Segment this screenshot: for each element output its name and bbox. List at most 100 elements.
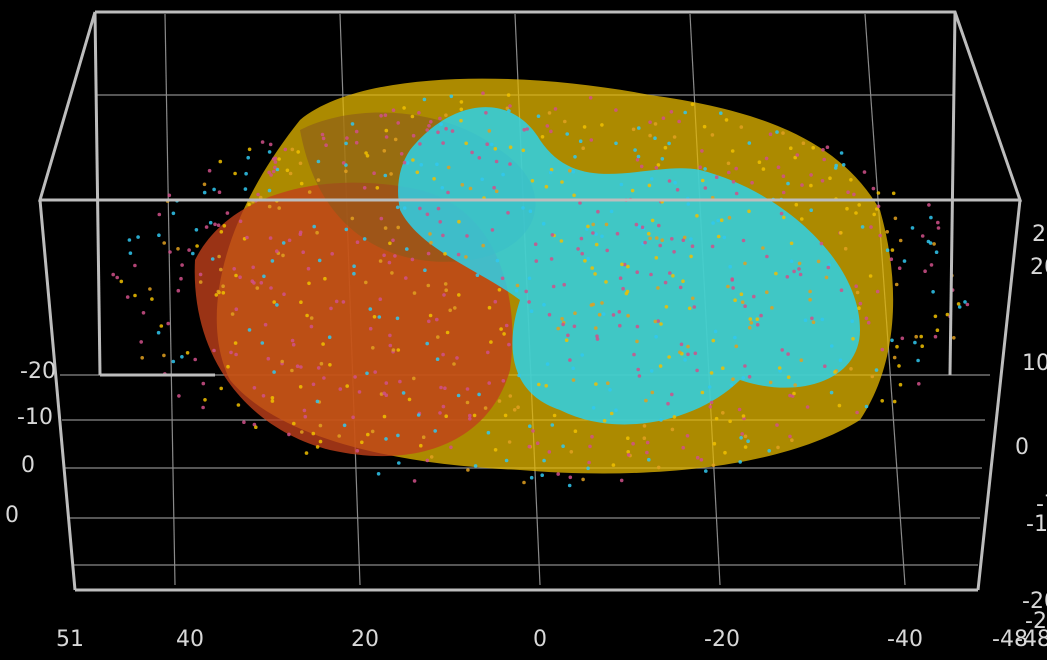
point [494, 189, 499, 194]
point [486, 430, 491, 435]
point [776, 445, 780, 450]
point [218, 159, 223, 164]
point [528, 424, 532, 429]
point [273, 160, 278, 164]
point [344, 141, 348, 146]
point [866, 320, 871, 325]
point [502, 332, 506, 336]
point [849, 367, 853, 371]
point [667, 141, 671, 146]
point [845, 206, 849, 211]
point [711, 463, 716, 468]
point [929, 215, 933, 220]
point [776, 165, 781, 169]
point [497, 288, 502, 292]
point [916, 358, 920, 363]
point [217, 190, 222, 194]
point [405, 161, 410, 165]
point [393, 254, 397, 258]
point [786, 352, 790, 356]
point [739, 292, 744, 297]
point [849, 178, 853, 182]
point [809, 173, 813, 177]
point [910, 226, 915, 230]
point [345, 136, 349, 140]
point [353, 375, 357, 379]
point [508, 394, 513, 398]
point [448, 308, 453, 313]
point [384, 135, 389, 139]
point [672, 250, 676, 254]
point [830, 344, 834, 348]
point [880, 399, 884, 403]
point [362, 237, 367, 241]
point [251, 265, 255, 270]
point [428, 313, 433, 318]
point [734, 191, 739, 196]
point [198, 280, 203, 284]
left-tick-label: -20 [20, 359, 56, 384]
point [460, 183, 465, 187]
point [503, 413, 508, 418]
point [667, 179, 672, 183]
point [838, 358, 843, 363]
point [743, 434, 748, 439]
point [740, 300, 745, 305]
point [525, 127, 529, 131]
point [530, 179, 535, 183]
point [542, 302, 546, 307]
point [614, 408, 618, 413]
point [622, 262, 627, 267]
point [244, 171, 248, 176]
point [869, 225, 873, 229]
point [245, 235, 249, 240]
point [342, 423, 347, 428]
point [801, 141, 806, 145]
point [111, 272, 115, 277]
point [407, 397, 412, 402]
point [545, 362, 550, 366]
x-tick-label: 51 [56, 627, 84, 652]
point [550, 233, 555, 237]
point [571, 366, 575, 371]
point [636, 154, 641, 159]
point [344, 163, 348, 167]
point [743, 304, 747, 309]
point [490, 228, 495, 232]
point [139, 340, 143, 344]
point [657, 223, 661, 228]
point [508, 162, 512, 166]
point [162, 353, 166, 358]
point [282, 292, 286, 297]
point [301, 250, 306, 254]
point [384, 437, 388, 441]
point [298, 232, 303, 236]
point [620, 262, 624, 267]
point [820, 317, 825, 322]
point [391, 238, 395, 243]
point [281, 241, 286, 245]
point [484, 111, 488, 115]
point [681, 238, 686, 242]
point [234, 307, 239, 312]
point [704, 469, 708, 473]
point [396, 348, 401, 352]
point [683, 358, 687, 362]
point [459, 118, 463, 123]
frame-edge [976, 199, 1022, 591]
point [562, 282, 566, 287]
point [594, 326, 598, 330]
point [741, 238, 746, 243]
point [829, 390, 834, 395]
point [734, 344, 739, 349]
point [727, 170, 731, 175]
point [650, 218, 655, 223]
point [581, 146, 585, 150]
point [854, 284, 858, 289]
point [933, 334, 938, 339]
point [287, 432, 291, 437]
point [868, 274, 873, 278]
point [635, 339, 639, 344]
point [724, 118, 729, 122]
point [516, 405, 520, 410]
